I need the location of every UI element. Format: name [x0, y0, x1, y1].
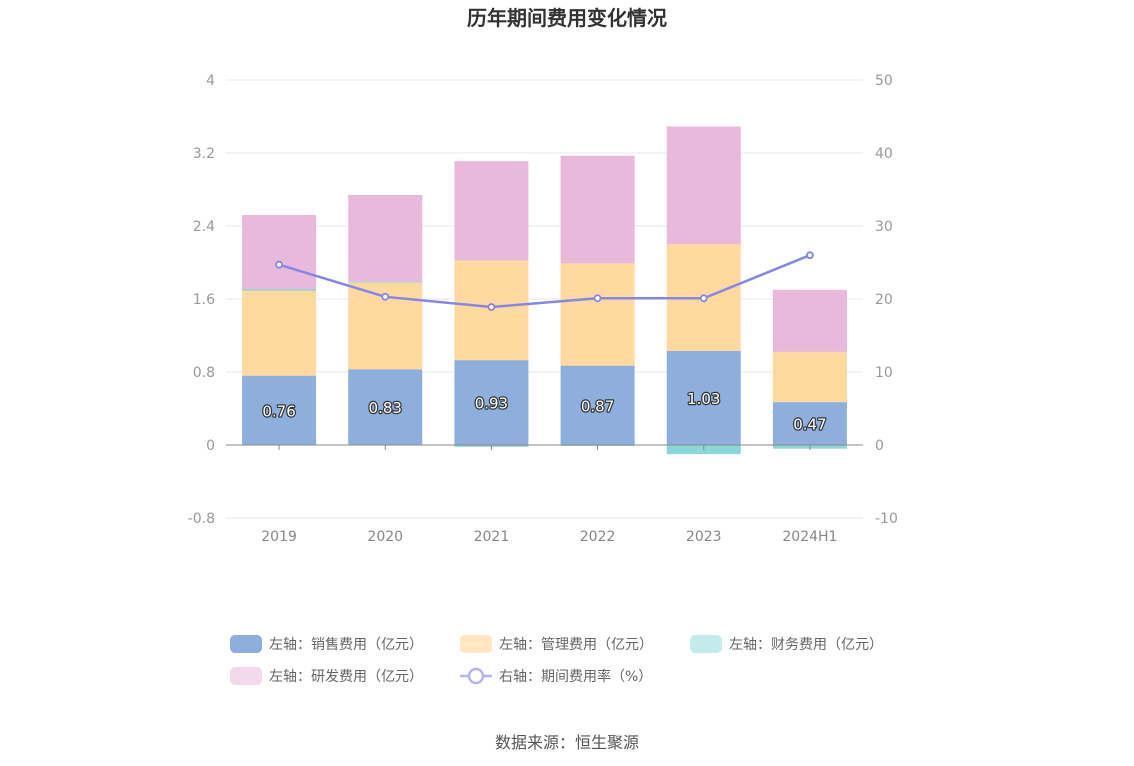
right-tick-label: 40: [875, 146, 893, 162]
legend-swatch-icon: [460, 635, 492, 653]
bar-segment: [560, 263, 635, 366]
rate-line: [275, 251, 814, 311]
x-tick-label: 2021: [474, 529, 510, 545]
bar-segment: [348, 281, 423, 283]
bar-labels: 0.76 0.83 0.93 0.87 1.03 0.47: [261, 389, 828, 435]
bar-segment: [772, 402, 847, 445]
bar-segment: [242, 215, 317, 289]
legend-label: 左轴：研发费用（亿元）: [269, 669, 423, 685]
grid: [226, 79, 863, 519]
legend-label: 左轴：管理费用（亿元）: [499, 637, 653, 653]
bar-segment: [560, 365, 635, 445]
legend-item[interactable]: 左轴：销售费用（亿元）: [230, 635, 423, 653]
left-tick-label: 3.2: [193, 146, 215, 162]
right-tick-label: 10: [875, 365, 893, 381]
rate-point: [699, 294, 708, 303]
x-tick-label: 2024H1: [782, 529, 837, 545]
left-tick-label: -0.8: [188, 511, 215, 527]
bar-value-label: 0.83: [369, 399, 402, 417]
bar-segment: [666, 351, 741, 445]
bar-segment: [454, 360, 529, 445]
bar-segment: [772, 351, 847, 403]
bar-segment: [242, 375, 317, 445]
legend-item[interactable]: 右轴：期间费用率（%）: [460, 667, 652, 685]
rate-point: [806, 251, 814, 260]
bar-value-label: 0.47: [793, 416, 826, 434]
bar-segment: [666, 126, 741, 245]
bar-value-label: 1.03: [687, 390, 720, 408]
legend-label: 左轴：财务费用（亿元）: [729, 637, 883, 653]
legend-swatch-icon: [690, 635, 722, 653]
chart-title: 历年期间费用变化情况: [467, 6, 667, 30]
right-tick-label: -10: [875, 511, 898, 527]
bar-segment: [242, 290, 317, 376]
bar-segment: [348, 194, 423, 282]
legend-swatch-icon: [230, 667, 262, 685]
right-axis: 50 40 30 20 10 0 -10: [875, 73, 898, 527]
bars: [242, 126, 847, 455]
bar-segment: [348, 369, 423, 445]
right-tick-label: 0: [875, 438, 884, 454]
legend-label: 右轴：期间费用率（%）: [499, 668, 652, 685]
rate-point: [275, 260, 283, 269]
left-tick-label: 0: [206, 438, 215, 454]
x-tick-label: 2023: [686, 529, 722, 545]
x-tick-label: 2022: [580, 529, 616, 545]
x-tick-label: 2020: [367, 529, 403, 545]
legend-label: 左轴：销售费用（亿元）: [269, 637, 423, 653]
x-tick-label: 2019: [261, 529, 297, 545]
rate-point: [487, 303, 496, 311]
rate-line-path: [278, 254, 811, 309]
bar-segment: [772, 289, 847, 352]
legend-item[interactable]: 左轴：财务费用（亿元）: [690, 635, 883, 653]
rate-point: [593, 294, 602, 303]
legend-circle-icon: [467, 667, 485, 685]
bar-value-label: 0.76: [262, 402, 295, 420]
legend: 左轴：销售费用（亿元） 左轴：管理费用（亿元） 左轴：财务费用（亿元） 左轴：研发费用…: [230, 635, 883, 685]
right-tick-label: 50: [875, 73, 893, 89]
left-axis: 4 3.2 2.4 1.6 0.8 0 -0.8: [188, 73, 215, 527]
legend-item[interactable]: 左轴：研发费用（亿元）: [230, 667, 423, 685]
rate-point: [381, 292, 390, 301]
bar-segment: [242, 288, 317, 291]
source-note: 数据来源：恒生聚源: [495, 733, 639, 752]
bar-segment: [560, 155, 635, 264]
legend-swatch-icon: [230, 635, 262, 653]
left-tick-label: 4: [206, 73, 215, 89]
bar-value-label: 0.93: [475, 395, 508, 413]
legend-item[interactable]: 左轴：管理费用（亿元）: [460, 635, 653, 653]
left-tick-label: 0.8: [193, 365, 215, 381]
bar-value-label: 0.87: [581, 397, 614, 415]
left-tick-label: 1.6: [193, 292, 215, 308]
bar-segment: [454, 161, 529, 261]
right-tick-label: 20: [875, 292, 893, 308]
left-tick-label: 2.4: [193, 219, 215, 235]
right-tick-label: 30: [875, 219, 893, 235]
x-axis: 2019 2020 2021 2022 2023 2024H1: [261, 445, 837, 545]
